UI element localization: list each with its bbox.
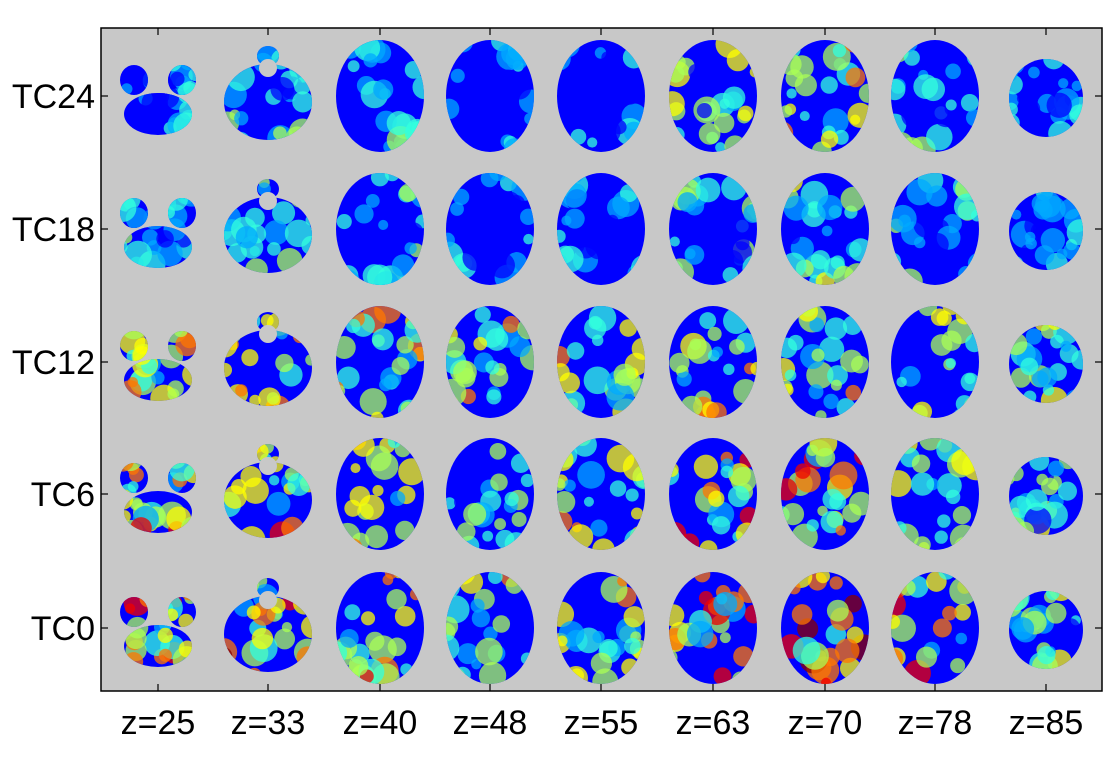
slice-texture [446, 306, 534, 418]
slice-texture [669, 572, 757, 684]
row-label: TC18 [12, 211, 95, 249]
column-label: z=85 [1009, 704, 1084, 742]
column-label: z=33 [231, 704, 306, 742]
column-label: z=78 [898, 704, 973, 742]
slice-texture [557, 572, 645, 684]
slice-texture [446, 40, 534, 152]
brain-slice [336, 306, 424, 418]
column-label: z=48 [453, 704, 528, 742]
row-labels: TC24 TC18 TC12 TC6 TC0 [12, 78, 95, 648]
row-label: TC24 [12, 78, 95, 116]
column-label: z=55 [564, 704, 639, 742]
slice-texture [781, 572, 869, 684]
column-label: z=70 [788, 704, 863, 742]
axis-ticks [101, 28, 1102, 691]
brain-slice [557, 306, 645, 418]
brain-slice [781, 173, 869, 285]
column-labels: z=25 z=33 z=40 z=48 z=55 z=63 z=70 z=78 z=85 [121, 704, 1084, 742]
row-label: TC6 [31, 476, 95, 514]
column-label: z=63 [676, 704, 751, 742]
slice-texture [781, 173, 869, 285]
slice-texture [557, 306, 645, 418]
column-label: z=25 [121, 704, 196, 742]
column-label: z=40 [343, 704, 418, 742]
brain-slice [669, 572, 757, 684]
brain-slice [446, 306, 534, 418]
brain-slice [781, 572, 869, 684]
slice-texture [336, 306, 424, 418]
row-label: TC12 [12, 344, 95, 382]
slice-texture [120, 463, 196, 533]
row-label: TC0 [31, 610, 95, 648]
brain-slice [446, 40, 534, 152]
brain-slice [557, 572, 645, 684]
brain-slice [120, 463, 196, 533]
